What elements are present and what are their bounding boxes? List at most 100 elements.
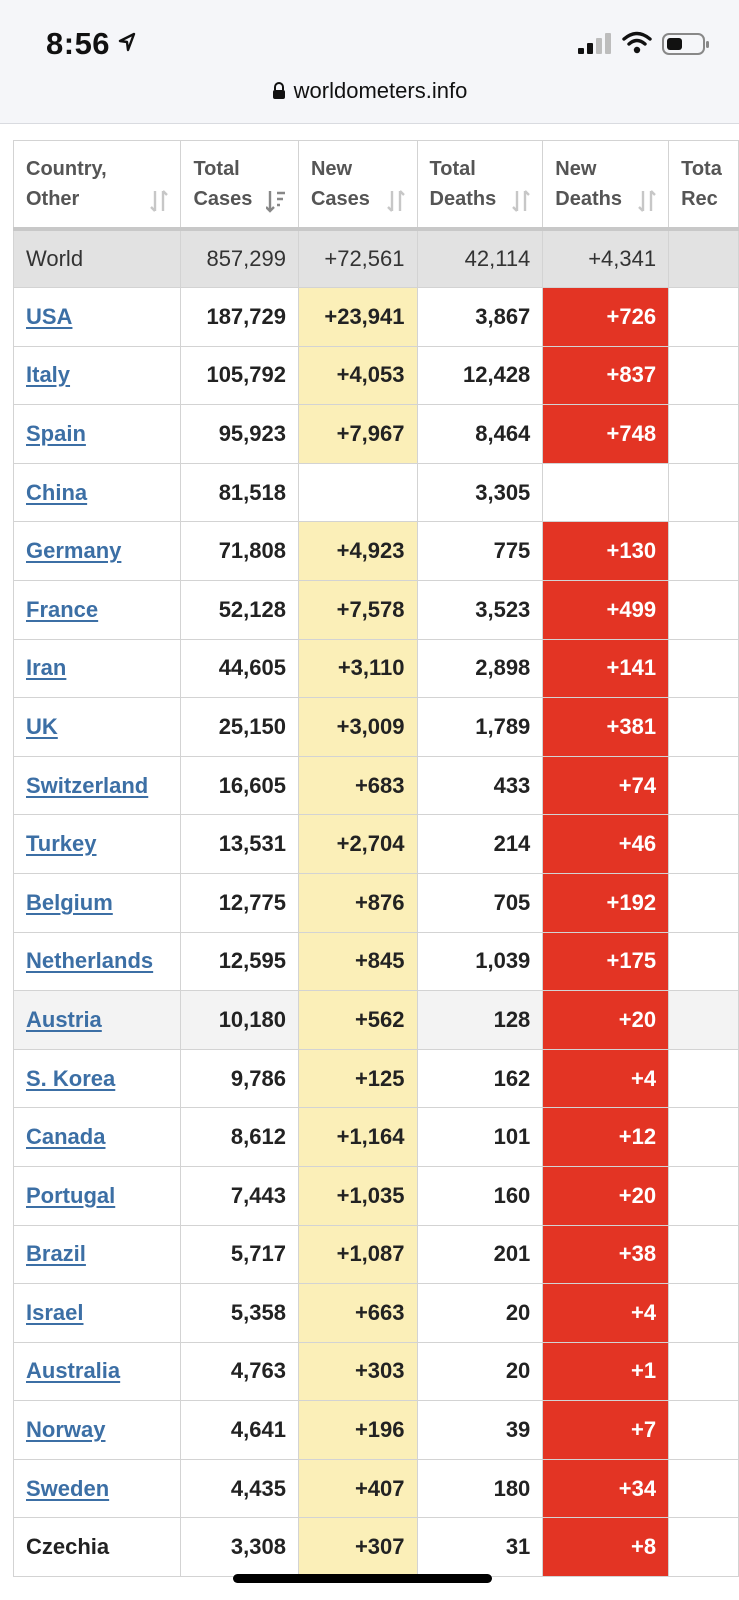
cell-country: Iran bbox=[12, 638, 182, 699]
cell-new-cases: +2,704 bbox=[297, 814, 418, 874]
cell-new-cases: +663 bbox=[297, 1283, 418, 1343]
country-link[interactable]: Iran bbox=[26, 655, 67, 681]
country-link[interactable]: USA bbox=[26, 303, 73, 329]
cell-total-deaths: 3,867 bbox=[416, 287, 544, 347]
country-label: Czechia bbox=[26, 1534, 110, 1560]
cell-total-cases: 5,358 bbox=[180, 1283, 299, 1343]
country-link[interactable]: Italy bbox=[26, 362, 71, 388]
cell-total-cases: 12,595 bbox=[180, 931, 299, 992]
cell-total-recovered bbox=[668, 814, 739, 874]
home-indicator[interactable] bbox=[233, 1574, 492, 1583]
cell-country: S. Korea bbox=[12, 1048, 182, 1109]
header-new-deaths[interactable]: New Deaths bbox=[542, 140, 670, 231]
country-link[interactable]: Switzerland bbox=[26, 772, 149, 798]
country-link[interactable]: Sweden bbox=[26, 1475, 110, 1501]
cell-new-deaths: +141 bbox=[542, 638, 670, 699]
cell-new-cases: +1,164 bbox=[297, 1107, 418, 1167]
location-arrow-icon bbox=[118, 32, 136, 52]
header-total-cases[interactable]: Total Cases bbox=[180, 140, 299, 231]
header-label-line2: Cases bbox=[310, 187, 370, 210]
country-link[interactable]: Brazil bbox=[26, 1241, 86, 1267]
cell-new-deaths: +34 bbox=[542, 1458, 670, 1519]
cell-total-cases: 9,786 bbox=[180, 1048, 299, 1109]
status-time: 8:56 bbox=[46, 26, 111, 61]
cell-total-deaths: 3,523 bbox=[416, 579, 544, 640]
table-header-row: Country, Other Total Cases New Cases bbox=[12, 140, 739, 231]
country-link[interactable]: France bbox=[26, 596, 99, 622]
cell-country: Norway bbox=[12, 1400, 182, 1460]
table-row: Switzerland 16,605 +683 433 +74 bbox=[12, 755, 739, 816]
header-label-line2: Rec bbox=[681, 187, 718, 210]
cell-total-deaths: 12,428 bbox=[416, 345, 544, 406]
cell-total-cases: 4,641 bbox=[180, 1400, 299, 1460]
cell-total-cases: 52,128 bbox=[180, 579, 299, 640]
country-link[interactable]: Germany bbox=[26, 538, 122, 564]
cell-total-deaths: 39 bbox=[416, 1400, 544, 1460]
country-link[interactable]: Portugal bbox=[26, 1182, 116, 1208]
cell-new-deaths: +748 bbox=[542, 404, 670, 464]
cell-total-recovered bbox=[668, 931, 739, 992]
cell-country: Czechia bbox=[12, 1517, 182, 1578]
cell-total-cases: 8,612 bbox=[180, 1107, 299, 1167]
cell-country: Belgium bbox=[12, 872, 182, 933]
cell-total-recovered bbox=[668, 345, 739, 406]
header-new-cases[interactable]: New Cases bbox=[297, 140, 418, 231]
country-link[interactable]: Turkey bbox=[26, 831, 97, 857]
cell-new-deaths: +726 bbox=[542, 287, 670, 347]
cell-new-deaths: +4,341 bbox=[542, 228, 670, 288]
country-link[interactable]: S. Korea bbox=[26, 1065, 116, 1091]
cell-new-deaths: +12 bbox=[542, 1107, 670, 1167]
cell-total-cases: 12,775 bbox=[180, 872, 299, 933]
header-label-line1: New bbox=[310, 157, 353, 180]
country-link[interactable]: Australia bbox=[26, 1358, 121, 1384]
country-link[interactable]: Israel bbox=[26, 1299, 84, 1325]
header-total-recovered[interactable]: Tota Rec bbox=[668, 140, 739, 231]
cell-new-cases: +7,967 bbox=[297, 404, 418, 464]
cell-new-deaths: +499 bbox=[542, 579, 670, 640]
cell-new-cases: +1,035 bbox=[297, 1165, 418, 1226]
country-link[interactable]: Belgium bbox=[26, 889, 113, 915]
cell-total-cases: 44,605 bbox=[180, 638, 299, 699]
country-link[interactable]: Netherlands bbox=[26, 948, 154, 974]
cell-new-cases: +407 bbox=[297, 1458, 418, 1519]
cell-country: Israel bbox=[12, 1283, 182, 1343]
cell-total-recovered bbox=[668, 755, 739, 816]
header-country[interactable]: Country, Other bbox=[12, 140, 182, 231]
signal-icon bbox=[578, 33, 611, 54]
cell-new-cases: +4,923 bbox=[297, 521, 418, 581]
country-link[interactable]: Canada bbox=[26, 1124, 106, 1150]
table-row: Canada 8,612 +1,164 101 +12 bbox=[12, 1107, 739, 1167]
cell-total-deaths: 705 bbox=[416, 872, 544, 933]
cell-total-deaths: 3,305 bbox=[416, 462, 544, 523]
country-link[interactable]: Spain bbox=[26, 420, 86, 446]
cell-new-cases: +23,941 bbox=[297, 287, 418, 347]
cell-total-recovered bbox=[668, 1458, 739, 1519]
cell-country: UK bbox=[12, 697, 182, 757]
country-link[interactable]: Austria bbox=[26, 1006, 102, 1032]
coronavirus-stats-table: Country, Other Total Cases New Cases bbox=[12, 140, 739, 1578]
cell-total-recovered bbox=[668, 1517, 739, 1578]
table-row: Australia 4,763 +303 20 +1 bbox=[12, 1341, 739, 1402]
cell-total-deaths: 1,039 bbox=[416, 931, 544, 992]
table-row: Belgium 12,775 +876 705 +192 bbox=[12, 872, 739, 933]
cell-total-cases: 4,763 bbox=[180, 1341, 299, 1402]
cell-total-cases: 105,792 bbox=[180, 345, 299, 406]
cell-total-deaths: 1,789 bbox=[416, 697, 544, 757]
cell-total-recovered bbox=[668, 1283, 739, 1343]
address-bar[interactable]: worldometers.info bbox=[0, 78, 739, 104]
cell-country: World bbox=[12, 228, 182, 288]
header-total-deaths[interactable]: Total Deaths bbox=[416, 140, 544, 231]
country-link[interactable]: China bbox=[26, 479, 88, 505]
cell-total-deaths: 201 bbox=[416, 1224, 544, 1285]
cell-total-deaths: 433 bbox=[416, 755, 544, 816]
country-link[interactable]: UK bbox=[26, 713, 58, 739]
cell-total-recovered bbox=[668, 872, 739, 933]
cell-total-cases: 81,518 bbox=[180, 462, 299, 523]
cell-total-deaths: 101 bbox=[416, 1107, 544, 1167]
cell-new-deaths: +1 bbox=[542, 1341, 670, 1402]
cell-country: Australia bbox=[12, 1341, 182, 1402]
cell-total-recovered bbox=[668, 1400, 739, 1460]
table-row: Israel 5,358 +663 20 +4 bbox=[12, 1283, 739, 1343]
country-link[interactable]: Norway bbox=[26, 1417, 106, 1443]
lock-icon bbox=[272, 82, 285, 99]
